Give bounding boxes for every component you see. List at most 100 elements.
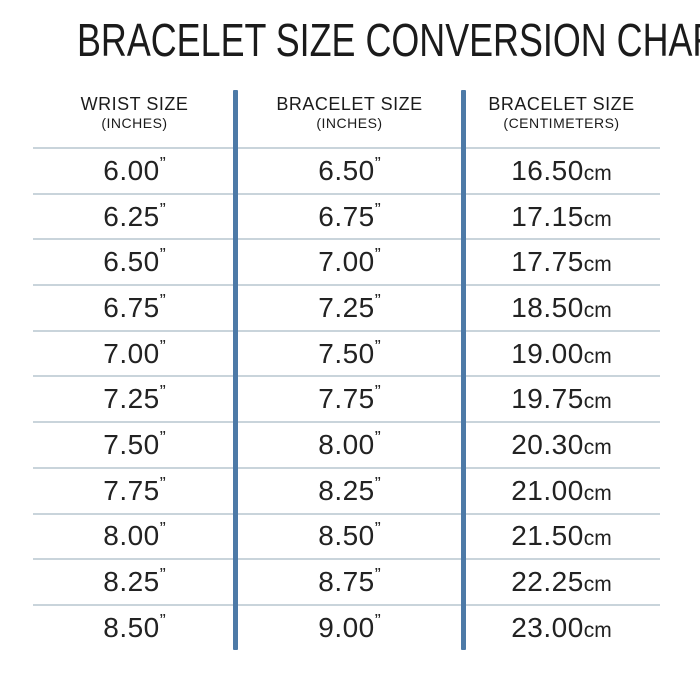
wrist-size-value: 6.75: [103, 291, 160, 323]
inch-mark: ”: [159, 610, 166, 631]
column-header-sublabel: (INCHES): [101, 114, 168, 131]
table-row: 7.00” 7.50” 19.00cm: [33, 329, 660, 376]
bracelet-size-cm-cell: 16.50cm: [463, 155, 660, 187]
inch-mark: ”: [374, 427, 381, 448]
bracelet-size-cm-cell: 22.25cm: [463, 566, 660, 598]
bracelet-size-inches-cell: 9.00”: [236, 612, 463, 644]
inch-mark: ”: [374, 199, 381, 220]
inch-mark: ”: [159, 427, 166, 448]
inch-mark: ”: [159, 473, 166, 494]
bracelet-size-cm-value: 21.50: [511, 520, 584, 552]
inch-mark: ”: [374, 290, 381, 311]
bracelet-size-inches-cell: 7.25”: [236, 292, 463, 324]
bracelet-size-cm-value: 21.00: [511, 474, 584, 506]
wrist-size-value: 7.25: [103, 383, 160, 415]
table-row: 7.75” 8.25” 21.00cm: [33, 466, 660, 513]
cm-unit-label: cm: [583, 481, 612, 505]
wrist-size-inches-cell: 6.75”: [33, 292, 236, 324]
bracelet-size-inches-cell: 8.00”: [236, 429, 463, 461]
inch-mark: ”: [374, 245, 381, 266]
bracelet-size-inches-value: 7.50: [318, 337, 375, 369]
bracelet-size-inches-cell: 8.75”: [236, 566, 463, 598]
inch-mark: ”: [159, 290, 166, 311]
table-header-row: WRIST SIZE (INCHES) BRACELET SIZE (INCHE…: [33, 90, 660, 147]
bracelet-size-cm-cell: 23.00cm: [463, 612, 660, 644]
inch-mark: ”: [159, 245, 166, 266]
bracelet-size-inches-value: 8.00: [318, 428, 375, 460]
wrist-size-inches-cell: 7.50”: [33, 429, 236, 461]
inch-mark: ”: [159, 382, 166, 403]
cm-unit-label: cm: [583, 344, 612, 368]
inch-mark: ”: [374, 153, 381, 174]
cm-unit-label: cm: [583, 161, 612, 185]
column-header-wrist-size-inches: WRIST SIZE (INCHES): [33, 94, 236, 147]
wrist-size-value: 7.50: [103, 428, 160, 460]
cm-unit-label: cm: [583, 573, 612, 597]
inch-mark: ”: [374, 565, 381, 586]
inch-mark: ”: [159, 153, 166, 174]
wrist-size-value: 6.50: [103, 246, 160, 278]
wrist-size-inches-cell: 6.50”: [33, 246, 236, 278]
bracelet-size-inches-cell: 8.25”: [236, 475, 463, 507]
wrist-size-value: 8.50: [103, 611, 160, 643]
wrist-size-inches-cell: 6.25”: [33, 201, 236, 233]
inch-mark: ”: [159, 519, 166, 540]
bracelet-size-inches-value: 8.25: [318, 474, 375, 506]
cm-unit-label: cm: [583, 298, 612, 322]
bracelet-size-cm-value: 23.00: [511, 611, 584, 643]
bracelet-size-cm-cell: 21.50cm: [463, 520, 660, 552]
bracelet-size-inches-value: 9.00: [318, 611, 375, 643]
inch-mark: ”: [374, 382, 381, 403]
bracelet-size-cm-value: 22.25: [511, 566, 584, 598]
column-header-bracelet-size-inches: BRACELET SIZE (INCHES): [236, 94, 463, 147]
bracelet-size-inches-cell: 7.50”: [236, 338, 463, 370]
bracelet-size-cm-cell: 18.50cm: [463, 292, 660, 324]
bracelet-size-inches-value: 7.75: [318, 383, 375, 415]
bracelet-size-cm-cell: 17.75cm: [463, 246, 660, 278]
wrist-size-value: 6.25: [103, 200, 160, 232]
bracelet-size-cm-value: 17.75: [511, 246, 584, 278]
bracelet-size-inches-cell: 6.75”: [236, 201, 463, 233]
cm-unit-label: cm: [583, 207, 612, 231]
page-title: BRACELET SIZE CONVERSION CHART: [77, 14, 700, 66]
bracelet-size-cm-value: 20.30: [511, 428, 584, 460]
wrist-size-inches-cell: 8.25”: [33, 566, 236, 598]
bracelet-size-cm-cell: 19.75cm: [463, 383, 660, 415]
table-row: 6.50” 7.00” 17.75cm: [33, 238, 660, 284]
wrist-size-inches-cell: 6.00”: [33, 155, 236, 187]
wrist-size-value: 8.00: [103, 520, 160, 552]
bracelet-size-inches-cell: 6.50”: [236, 155, 463, 187]
inch-mark: ”: [159, 199, 166, 220]
wrist-size-inches-cell: 7.00”: [33, 338, 236, 370]
bracelet-size-cm-cell: 19.00cm: [463, 338, 660, 370]
column-divider: [233, 90, 238, 650]
bracelet-size-inches-value: 6.75: [318, 200, 375, 232]
column-header-sublabel: (INCHES): [316, 114, 383, 131]
bracelet-size-cm-value: 18.50: [511, 291, 584, 323]
bracelet-size-cm-cell: 21.00cm: [463, 475, 660, 507]
bracelet-size-inches-value: 8.75: [318, 566, 375, 598]
bracelet-size-cm-value: 16.50: [511, 154, 584, 186]
inch-mark: ”: [159, 565, 166, 586]
inch-mark: ”: [374, 519, 381, 540]
table-body: 6.00” 6.50” 16.50cm 6.25” 6.75” 17.15cm …: [33, 147, 660, 650]
inch-mark: ”: [374, 336, 381, 357]
column-header-label: BRACELET SIZE: [276, 94, 423, 114]
column-header-sublabel: (CENTIMETERS): [503, 114, 620, 131]
conversion-table: WRIST SIZE (INCHES) BRACELET SIZE (INCHE…: [33, 90, 660, 650]
cm-unit-label: cm: [583, 253, 612, 277]
inch-mark: ”: [374, 473, 381, 494]
bracelet-size-cm-cell: 20.30cm: [463, 429, 660, 461]
table-row: 8.00” 8.50” 21.50cm: [33, 512, 660, 559]
table-row: 8.50” 9.00” 23.00cm: [33, 603, 660, 650]
table-row: 7.50” 8.00” 20.30cm: [33, 421, 660, 467]
bracelet-size-cm-value: 19.00: [511, 337, 584, 369]
bracelet-size-inches-value: 6.50: [318, 154, 375, 186]
wrist-size-inches-cell: 7.75”: [33, 475, 236, 507]
bracelet-size-inches-value: 8.50: [318, 520, 375, 552]
bracelet-size-cm-value: 17.15: [511, 200, 584, 232]
column-header-label: BRACELET SIZE: [488, 94, 635, 114]
column-divider: [461, 90, 466, 650]
table-row: 7.25” 7.75” 19.75cm: [33, 375, 660, 421]
